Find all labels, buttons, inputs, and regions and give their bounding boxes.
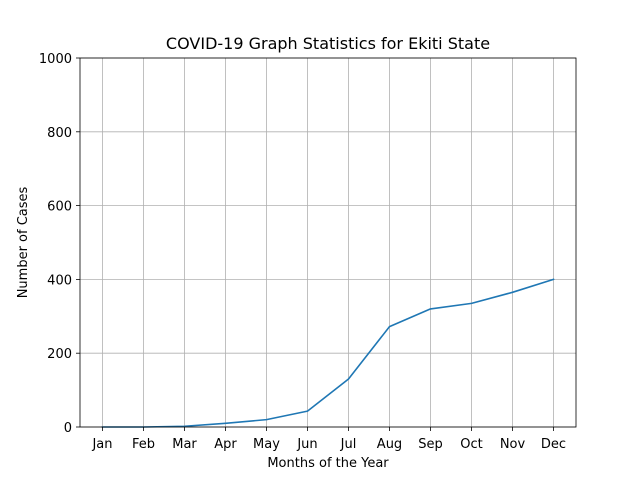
x-tick-label: Dec (541, 437, 566, 452)
y-tick-label: 600 (47, 200, 72, 215)
y-tick-label: 1000 (39, 52, 72, 67)
plot-frame (79, 57, 577, 428)
y-tick-label: 0 (64, 421, 72, 436)
y-tick-label: 400 (47, 273, 72, 288)
x-tick-label: Nov (500, 437, 526, 452)
tick-layer: Jan Feb Mar Apr May Jun Jul Aug Sep Oct Nov Dec 0 200… (39, 52, 566, 452)
chart-title: COVID-19 Graph Statistics for Ekiti Stat… (166, 34, 490, 53)
x-tick-label: Jul (340, 437, 357, 452)
y-tick-label: 800 (47, 126, 72, 141)
x-tick-label: May (253, 437, 280, 452)
x-tick-label: Jun (296, 437, 317, 452)
series-layer (101, 278, 555, 428)
x-tick-label: Mar (172, 437, 197, 452)
grid-layer (80, 57, 576, 428)
x-tick-label: Sep (418, 437, 443, 452)
x-tick-label: Oct (460, 437, 482, 452)
x-axis-label: Months of the Year (267, 456, 389, 471)
y-axis-label: Number of Cases (16, 186, 31, 298)
y-tick-label: 200 (47, 347, 72, 362)
x-tick-label: Apr (214, 437, 237, 452)
x-tick-label: Jan (91, 437, 112, 452)
x-tick-label: Aug (377, 437, 402, 452)
x-tick-label: Feb (132, 437, 155, 452)
series-line (101, 278, 555, 428)
